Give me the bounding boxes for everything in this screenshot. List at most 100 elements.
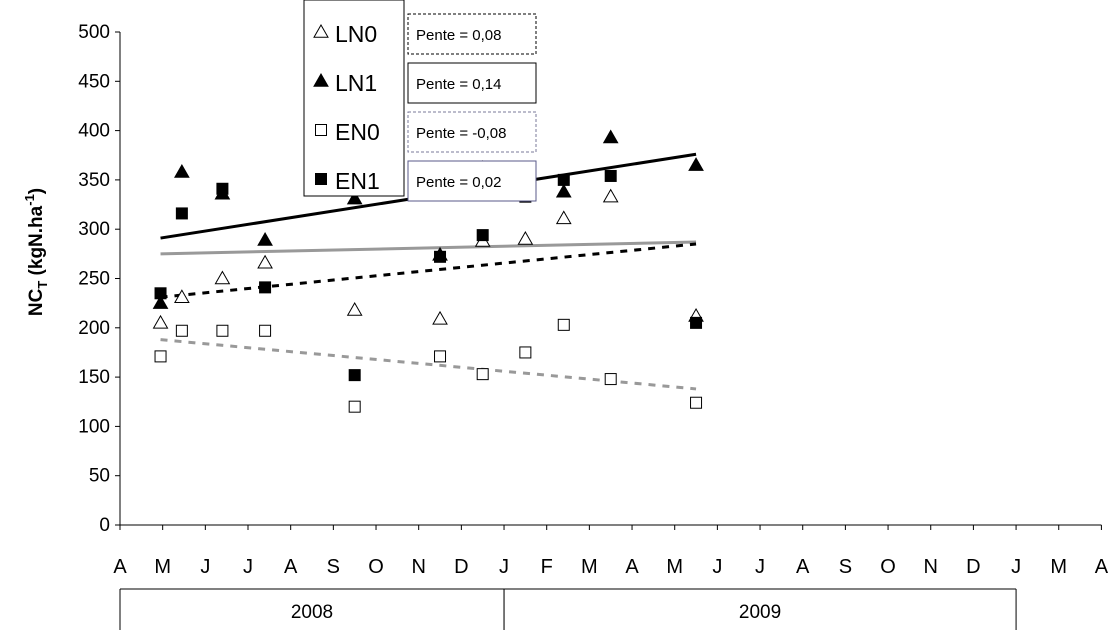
point-en0	[175, 324, 188, 337]
slope-label-ln0: Pente = 0,08	[416, 27, 502, 44]
point-en0	[476, 368, 489, 381]
point-en0	[604, 373, 617, 386]
x-tick-label: J	[243, 556, 253, 578]
y-axis-label-sub: T	[35, 281, 50, 289]
point-en0	[216, 324, 229, 337]
legend-label-ln0: LN0	[335, 21, 377, 47]
x-tick-label: A	[1095, 556, 1109, 578]
point-ln0	[174, 289, 190, 303]
y-axis-label: NCT (kgN.ha-1)	[22, 188, 50, 316]
point-ln0	[257, 254, 273, 269]
x-tick-label: A	[113, 556, 127, 578]
y-tick-label: 50	[89, 466, 110, 487]
point-ln0	[517, 231, 534, 245]
x-tick-label: M	[154, 556, 171, 578]
x-tick-label: M	[581, 556, 598, 578]
y-tick-label: 0	[99, 515, 110, 536]
point-ln1	[346, 190, 363, 205]
point-en1	[154, 287, 167, 300]
x-tick-label: J	[712, 556, 722, 578]
y-tick-label: 250	[78, 269, 110, 290]
x-tick-label: J	[755, 556, 765, 578]
slope-label-en0: Pente = -0,08	[416, 125, 506, 142]
point-en0	[259, 324, 272, 337]
legend-label-ln1: LN1	[335, 70, 377, 96]
slope-label-ln1: Pente = 0,14	[416, 76, 502, 93]
point-en1	[476, 229, 489, 242]
year-label: 2008	[291, 602, 333, 623]
plot-area: 0 50 100 150 200 250 300 350 400 450 500 A M J J A S O N D J…	[78, 22, 1109, 630]
slope-box-en0	[407, 111, 537, 153]
x-tick-label: M	[1050, 556, 1067, 578]
y-tick-label: 200	[78, 318, 110, 339]
point-ln0	[152, 314, 169, 329]
legend: LN0 Pente = 0,08 LN1 Pente = 0,14 EN0 Pente =…	[303, 0, 537, 202]
point-ln1	[688, 157, 704, 171]
point-en0	[348, 400, 361, 413]
legend-label-en1: EN1	[335, 168, 380, 194]
point-ln0	[555, 210, 572, 225]
point-ln1	[555, 183, 572, 198]
slope-box-ln0	[407, 13, 537, 55]
y-tick-label: 100	[78, 416, 110, 437]
point-ln0	[214, 270, 231, 285]
y-axis-label-main: NC	[26, 288, 47, 316]
point-en0	[434, 350, 447, 363]
point-ln0	[346, 302, 363, 316]
slope-box-ln1	[407, 62, 537, 104]
x-tick-label: N	[411, 556, 425, 578]
point-ln0	[602, 188, 619, 203]
legend-marker-en1	[315, 173, 327, 185]
x-tick-label: A	[284, 556, 298, 578]
legend-marker-en0	[315, 124, 327, 136]
slope-box-en1	[407, 160, 537, 202]
point-ln1	[602, 129, 619, 144]
x-tick-label: A	[625, 556, 639, 578]
point-en0	[519, 346, 532, 359]
point-en1	[690, 316, 703, 329]
legend-marker-ln0	[313, 23, 329, 38]
year-label: 2009	[739, 602, 781, 623]
y-tick-label: 300	[78, 219, 110, 240]
slope-label-en1: Pente = 0,02	[416, 174, 502, 191]
point-en1	[348, 369, 361, 382]
legend-marker-ln1	[313, 72, 329, 87]
x-tick-label: J	[1011, 556, 1021, 578]
legend-label-en0: EN0	[335, 119, 380, 145]
x-tick-label: O	[368, 556, 384, 578]
point-en1	[259, 281, 272, 294]
y-axis-label-unit: (kgN.ha	[26, 205, 47, 280]
point-en0	[154, 350, 167, 363]
x-tick-label: J	[499, 556, 509, 578]
point-ln0	[432, 310, 448, 325]
x-tick-label: A	[796, 556, 810, 578]
y-tick-label: 450	[78, 71, 110, 92]
point-en1	[604, 169, 617, 182]
x-tick-label: N	[924, 556, 938, 578]
trend-line-ln0	[160, 242, 697, 299]
point-en0	[557, 318, 570, 331]
x-tick-label: J	[200, 556, 210, 578]
point-en1	[557, 173, 570, 186]
y-tick-label: 150	[78, 367, 110, 388]
point-ln1	[152, 295, 169, 309]
y-tick-label: 500	[78, 22, 110, 43]
point-ln1	[257, 232, 273, 246]
y-axis-label-sup: -1	[22, 194, 37, 206]
trend-line-en1	[160, 240, 697, 256]
x-tick-label: S	[839, 556, 852, 578]
y-tick-label: 400	[78, 121, 110, 142]
x-tick-label: M	[666, 556, 683, 578]
x-tick-label: O	[880, 556, 896, 578]
point-en1	[216, 182, 229, 195]
point-ln1	[174, 164, 190, 178]
x-tick-label: S	[327, 556, 340, 578]
point-en1	[434, 250, 447, 263]
point-en1	[175, 207, 188, 220]
x-tick-label: D	[454, 556, 468, 578]
x-tick-label: D	[966, 556, 980, 578]
x-tick-label: F	[541, 556, 553, 578]
y-axis-label-close: )	[26, 188, 47, 194]
point-en0	[690, 396, 703, 409]
